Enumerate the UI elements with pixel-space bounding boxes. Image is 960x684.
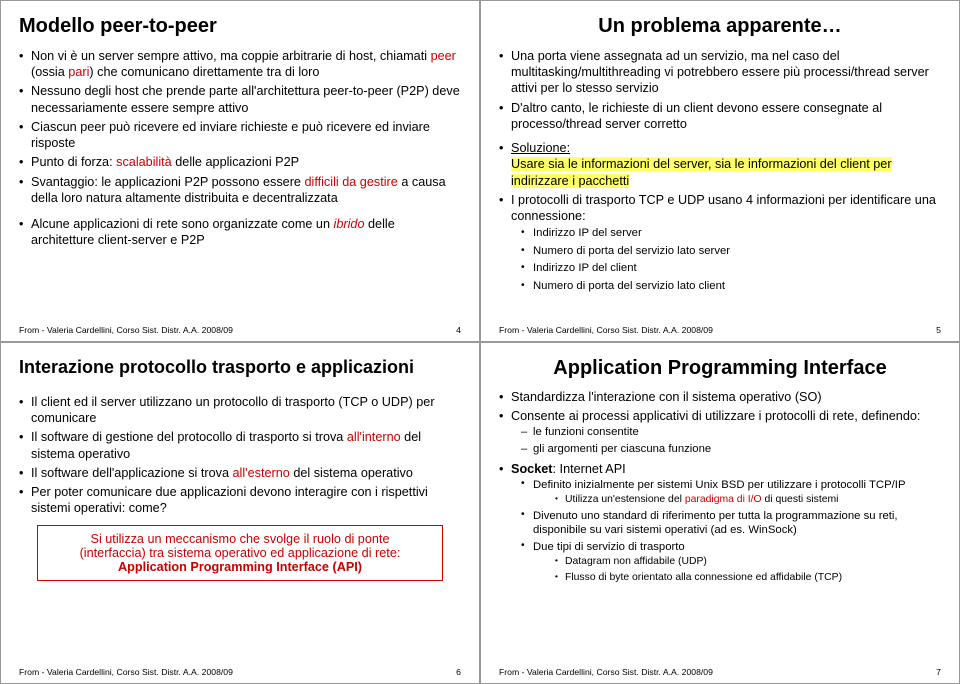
list-item: Soluzione: Usare sia le informazioni del… xyxy=(499,140,941,189)
list-item: Consente ai processi applicativi di util… xyxy=(499,409,941,456)
page-number: 7 xyxy=(936,667,941,677)
slide-1: Modello peer-to-peer Non vi è un server … xyxy=(0,0,480,342)
list-item: Flusso di byte orientato alla connession… xyxy=(533,571,941,584)
list-item: Indirizzo IP del client xyxy=(511,261,941,276)
slide-4-title: Application Programming Interface xyxy=(499,357,941,380)
page-number: 4 xyxy=(456,325,461,335)
slide-1-list: Non vi è un server sempre attivo, ma cop… xyxy=(19,48,461,248)
list-item: Socket: Internet API Definito inizialmen… xyxy=(499,462,941,583)
slide-4-list: Standardizza l'interazione con il sistem… xyxy=(499,390,941,584)
slide-3: Interazione protocollo trasporto e appli… xyxy=(0,342,480,684)
list-item: gli argomenti per ciascuna funzione xyxy=(511,442,941,456)
slide-footer: From - Valeria Cardellini, Corso Sist. D… xyxy=(499,325,941,335)
list-item: Punto di forza: scalabilità delle applic… xyxy=(19,154,461,170)
page-number: 5 xyxy=(936,325,941,335)
list-item: Svantaggio: le applicazioni P2P possono … xyxy=(19,174,461,206)
list-item: Non vi è un server sempre attivo, ma cop… xyxy=(19,48,461,80)
list-item: Alcune applicazioni di rete sono organiz… xyxy=(19,216,461,248)
list-item: Divenuto uno standard di riferimento per… xyxy=(511,509,941,538)
list-item: Il client ed il server utilizzano un pro… xyxy=(19,394,461,426)
slide-footer: From - Valeria Cardellini, Corso Sist. D… xyxy=(499,667,941,677)
list-item: Due tipi di servizio di trasporto Datagr… xyxy=(511,540,941,583)
page-number: 6 xyxy=(456,667,461,677)
slide-3-title: Interazione protocollo trasporto e appli… xyxy=(19,357,461,378)
footer-source: From - Valeria Cardellini, Corso Sist. D… xyxy=(19,667,233,677)
list-item: Datagram non affidabile (UDP) xyxy=(533,555,941,568)
list-item: I protocolli di trasporto TCP e UDP usan… xyxy=(499,192,941,293)
slide-footer: From - Valeria Cardellini, Corso Sist. D… xyxy=(19,325,461,335)
slide-2: Un problema apparente… Una porta viene a… xyxy=(480,0,960,342)
list-item: Per poter comunicare due applicazioni de… xyxy=(19,484,461,516)
highlight-text: Usare sia le informazioni del server, si… xyxy=(511,157,892,187)
list-item: Utilizza un'estensione del paradigma di … xyxy=(533,493,941,506)
list-item: Una porta viene assegnata ad un servizio… xyxy=(499,48,941,97)
callout-box: Si utilizza un meccanismo che svolge il … xyxy=(37,525,444,581)
slide-4: Application Programming Interface Standa… xyxy=(480,342,960,684)
slide-3-list: Il client ed il server utilizzano un pro… xyxy=(19,394,461,517)
list-item: Il software dell'applicazione si trova a… xyxy=(19,465,461,481)
list-item: Ciascun peer può ricevere ed inviare ric… xyxy=(19,119,461,151)
list-item: Numero di porta del servizio lato server xyxy=(511,244,941,259)
footer-source: From - Valeria Cardellini, Corso Sist. D… xyxy=(499,667,713,677)
list-item: Numero di porta del servizio lato client xyxy=(511,279,941,294)
footer-source: From - Valeria Cardellini, Corso Sist. D… xyxy=(19,325,233,335)
list-item: Il software di gestione del protocollo d… xyxy=(19,429,461,461)
slide-footer: From - Valeria Cardellini, Corso Sist. D… xyxy=(19,667,461,677)
list-item: le funzioni consentite xyxy=(511,425,941,439)
list-item: Nessuno degli host che prende parte all'… xyxy=(19,83,461,115)
list-item: D'altro canto, le richieste di un client… xyxy=(499,100,941,132)
list-item: Standardizza l'interazione con il sistem… xyxy=(499,390,941,406)
list-item: Definito inizialmente per sistemi Unix B… xyxy=(511,478,941,505)
slide-2-list: Una porta viene assegnata ad un servizio… xyxy=(499,48,941,293)
slide-2-title: Un problema apparente… xyxy=(499,15,941,38)
slide-1-title: Modello peer-to-peer xyxy=(19,15,461,38)
list-item: Indirizzo IP del server xyxy=(511,226,941,241)
footer-source: From - Valeria Cardellini, Corso Sist. D… xyxy=(499,325,713,335)
